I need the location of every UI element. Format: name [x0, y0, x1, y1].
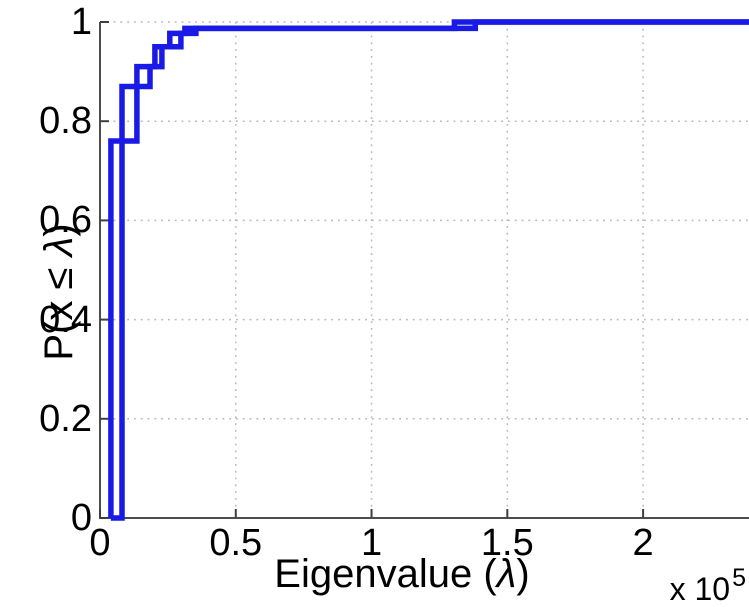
y-axis-title: P(x ≤ λ)	[37, 223, 81, 361]
y-tick-label: 0.2	[39, 397, 92, 440]
y-axis-title-suffix: )	[37, 223, 81, 237]
y-tick-label: 0.6	[39, 199, 92, 242]
y-axis-title-prefix: P(x ≤	[37, 256, 81, 361]
x-tick-label: 1.5	[480, 522, 534, 564]
x-axis-title: Eigenvalue (λ)	[274, 554, 529, 594]
x-axis-multiplier-exponent: 5	[732, 564, 746, 592]
y-tick-label: 0	[70, 497, 92, 539]
x-axis-title-lambda: λ	[496, 552, 517, 596]
x-axis-multiplier-base: x 10	[669, 571, 731, 607]
cdf-curve-series_2	[110, 19, 749, 521]
x-tick-label: 1	[360, 522, 383, 564]
y-tick-label: 1	[70, 1, 92, 43]
x-tick-label: 0.5	[209, 522, 263, 564]
cdf-curve-series_1	[108, 19, 749, 518]
x-tick-label: 0	[89, 522, 111, 564]
x-axis-title-suffix: )	[516, 552, 530, 596]
y-tick-label: 0.8	[39, 100, 92, 143]
x-axis-title-prefix: Eigenvalue (	[274, 552, 497, 596]
y-axis-title-lambda: λ	[37, 236, 81, 257]
y-tick-label: 0.4	[39, 298, 92, 341]
x-axis-multiplier: x 105	[669, 564, 746, 607]
x-tick-label: 2	[632, 522, 654, 564]
